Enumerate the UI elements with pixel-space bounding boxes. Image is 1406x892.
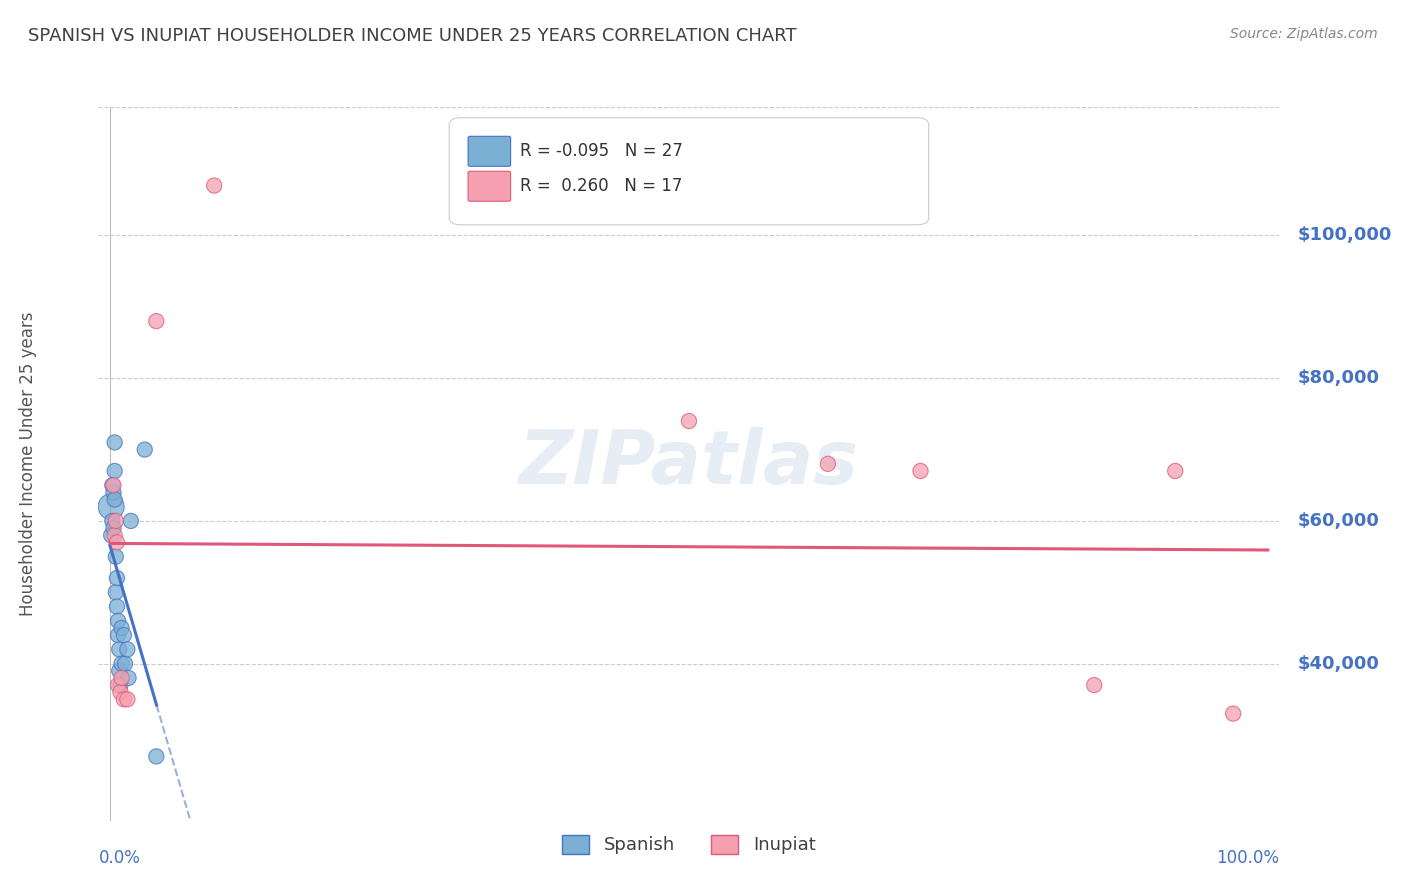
Point xyxy=(1222,706,1244,721)
Point xyxy=(117,692,139,706)
Point xyxy=(107,678,129,692)
Point xyxy=(105,535,128,549)
Point xyxy=(114,657,136,671)
Text: $40,000: $40,000 xyxy=(1298,655,1379,673)
Point xyxy=(103,485,125,500)
Point xyxy=(101,514,124,528)
Point xyxy=(817,457,839,471)
Point xyxy=(117,642,139,657)
Point xyxy=(108,642,131,657)
Point xyxy=(134,442,156,457)
Point xyxy=(100,528,122,542)
Point xyxy=(103,478,125,492)
Point xyxy=(145,314,167,328)
FancyBboxPatch shape xyxy=(449,118,929,225)
Text: 100.0%: 100.0% xyxy=(1216,849,1279,867)
Point xyxy=(104,528,127,542)
FancyBboxPatch shape xyxy=(468,171,510,202)
Point xyxy=(104,549,127,564)
Point xyxy=(678,414,700,428)
Text: Householder Income Under 25 years: Householder Income Under 25 years xyxy=(18,311,37,616)
Text: ZIPatlas: ZIPatlas xyxy=(519,427,859,500)
Text: $100,000: $100,000 xyxy=(1298,227,1392,244)
Point xyxy=(110,678,132,692)
Point xyxy=(105,599,128,614)
Point xyxy=(1083,678,1105,692)
Point xyxy=(110,621,132,635)
Point xyxy=(105,571,128,585)
Point xyxy=(110,657,132,671)
Text: $60,000: $60,000 xyxy=(1298,512,1379,530)
Text: Source: ZipAtlas.com: Source: ZipAtlas.com xyxy=(1230,27,1378,41)
Point xyxy=(1164,464,1187,478)
Text: R = -0.095   N = 27: R = -0.095 N = 27 xyxy=(520,143,683,161)
Point xyxy=(104,585,127,599)
Point xyxy=(100,500,122,514)
Point xyxy=(112,692,135,706)
Point xyxy=(910,464,932,478)
Point xyxy=(107,628,129,642)
Point xyxy=(101,478,124,492)
Text: 0.0%: 0.0% xyxy=(98,849,141,867)
Legend: Spanish, Inupiat: Spanish, Inupiat xyxy=(555,828,823,862)
Text: SPANISH VS INUPIAT HOUSEHOLDER INCOME UNDER 25 YEARS CORRELATION CHART: SPANISH VS INUPIAT HOUSEHOLDER INCOME UN… xyxy=(28,27,797,45)
Point xyxy=(104,492,127,507)
Point xyxy=(104,464,127,478)
Point xyxy=(110,685,132,699)
Text: R =  0.260   N = 17: R = 0.260 N = 17 xyxy=(520,178,682,195)
Point xyxy=(103,521,125,535)
Point xyxy=(117,671,139,685)
Text: $80,000: $80,000 xyxy=(1298,369,1379,387)
Point xyxy=(120,514,142,528)
Point xyxy=(107,614,129,628)
Point xyxy=(108,664,131,678)
Point xyxy=(112,628,135,642)
Point xyxy=(145,749,167,764)
Point xyxy=(202,178,225,193)
Point xyxy=(104,514,127,528)
FancyBboxPatch shape xyxy=(468,136,510,166)
Point xyxy=(104,435,127,450)
Point xyxy=(110,671,132,685)
